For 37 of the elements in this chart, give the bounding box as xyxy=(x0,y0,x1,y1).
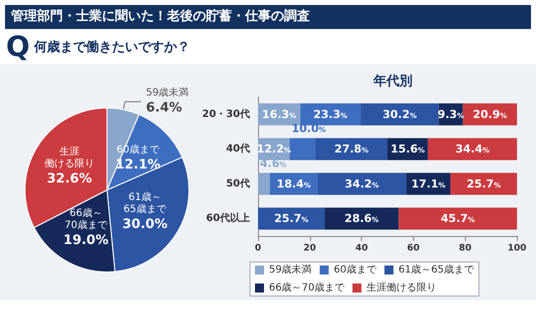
text: Q xyxy=(6,30,30,64)
legend-label: 生涯働ける限り xyxy=(366,282,436,294)
legend-label: 59歳未満 xyxy=(269,264,312,276)
legend-label: 61歳～65歳まで xyxy=(398,264,475,276)
chart-title: 管理部門・士業に聞いた！老後の貯蓄・仕事の調査 xyxy=(5,5,531,29)
bar xyxy=(428,138,517,160)
y-tick-label: 20・30代 xyxy=(202,108,250,120)
bar xyxy=(290,138,316,160)
chart-subtitle: 何歳まで働きたいですか？ xyxy=(34,39,190,56)
bar xyxy=(324,208,399,230)
slice-label: 59歳未満 xyxy=(146,86,189,98)
slice-label: 生涯働ける限り xyxy=(44,146,94,170)
bar xyxy=(360,103,439,126)
bar xyxy=(316,138,388,160)
legend-label: 66歳～70歳まで xyxy=(269,282,346,294)
x-tick-label: 0 xyxy=(254,244,262,254)
legend-label: 60歳まで xyxy=(334,264,378,276)
bar xyxy=(258,208,325,230)
data-label: 30.0% xyxy=(122,216,168,232)
y-tick-label: 40代 xyxy=(226,142,250,155)
x-tick-label: 60 xyxy=(407,244,420,254)
x-tick-label: 40 xyxy=(355,244,368,254)
y-tick-label: 60代以上 xyxy=(206,212,250,224)
data-label: 6.4% xyxy=(146,100,182,116)
bar xyxy=(450,172,517,195)
data-label: 32.6% xyxy=(46,172,92,187)
slice-label: 61歳～65歳まで xyxy=(124,190,168,215)
bar xyxy=(398,208,517,230)
slice-label: 66歳～70歳まで xyxy=(64,207,108,232)
x-tick-label: 100 xyxy=(508,244,526,254)
x-tick-label: 20 xyxy=(304,244,316,254)
x-tick-label: 80 xyxy=(458,244,472,254)
chart-title: 年代別 xyxy=(372,74,412,89)
y-tick-label: 50代 xyxy=(226,177,250,190)
data-label: 19.0% xyxy=(63,233,108,248)
bar xyxy=(318,172,406,195)
bar xyxy=(258,172,270,195)
